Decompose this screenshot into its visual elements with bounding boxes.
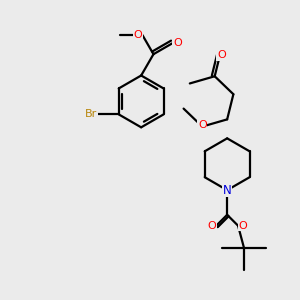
Text: O: O [198,120,207,130]
Text: O: O [173,38,182,48]
Text: Br: Br [85,110,98,119]
Text: O: O [134,30,142,40]
Text: N: N [223,184,232,197]
Text: O: O [207,221,216,231]
Text: O: O [238,221,247,231]
Text: O: O [217,50,226,60]
